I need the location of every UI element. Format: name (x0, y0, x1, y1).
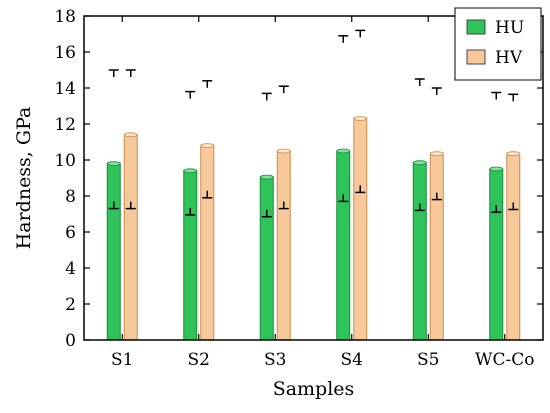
legend-swatch-hv (466, 49, 486, 65)
x-tick-label: S1 (111, 350, 133, 370)
bar-hv (123, 134, 138, 341)
x-tick-label: S2 (188, 350, 210, 370)
x-axis-title: Samples (273, 378, 355, 400)
bar-hv (276, 150, 291, 341)
bar-hu (412, 162, 427, 341)
legend: HU HV (454, 7, 542, 81)
y-tick-label: 12 (54, 115, 76, 135)
y-axis-ticks: 0 2 4 6 8 10 12 14 16 18 (54, 7, 543, 351)
bar-top-hu (336, 148, 351, 154)
bar-hv (429, 153, 444, 341)
bar-top-hu (183, 168, 198, 174)
y-tick-label: 14 (54, 79, 76, 99)
bar-hu (259, 176, 274, 341)
legend-label-hv: HV (495, 48, 523, 68)
y-axis-title: Hardness, GPa (13, 107, 35, 250)
x-tick-label: WC-Co (475, 350, 534, 370)
bar-top-hu (412, 160, 427, 166)
y-tick-label: 8 (65, 187, 76, 207)
error-bars-layer (108, 29, 519, 218)
bar-top-hv (276, 148, 291, 154)
bar-top-hv (506, 151, 521, 157)
y-tick-label: 2 (65, 295, 76, 315)
y-tick-label: 16 (54, 43, 76, 63)
bar-top-hv (429, 151, 444, 157)
bar-top-hu (489, 166, 504, 172)
legend-label-hu: HU (495, 18, 524, 38)
bar-hu (489, 168, 504, 341)
bar-top-hv (123, 132, 138, 138)
x-tick-label: S3 (264, 350, 286, 370)
bar-top-hu (259, 174, 274, 180)
bar-hu (336, 150, 351, 341)
x-tick-label: S4 (341, 350, 363, 370)
bar-hu (183, 170, 198, 341)
bar-top-hv (200, 143, 215, 149)
x-axis-ticks: S1 S2 S3 S4 S5 WC-Co (111, 16, 534, 370)
plot-area-frame (83, 15, 544, 341)
x-tick-label: S5 (417, 350, 439, 370)
bar-top-hv (353, 116, 368, 121)
bar-hu (106, 163, 121, 341)
y-tick-label: 10 (54, 151, 76, 171)
bar-hv (200, 145, 215, 341)
bars-layer (106, 116, 521, 341)
y-tick-label: 4 (65, 259, 76, 279)
legend-swatch-hu (466, 19, 486, 35)
y-tick-label: 6 (65, 223, 76, 243)
y-tick-label: 18 (54, 7, 76, 27)
y-tick-label: 0 (65, 331, 76, 351)
bar-hv (506, 153, 521, 341)
bar-hv (353, 118, 368, 341)
bar-top-hu (106, 161, 121, 167)
